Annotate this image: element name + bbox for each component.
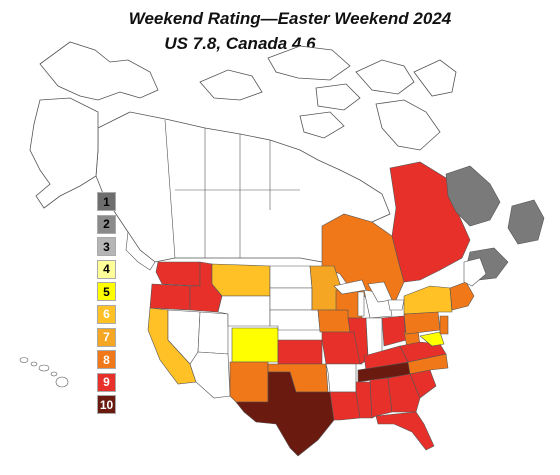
state-indiana bbox=[365, 317, 383, 357]
state-arkansas bbox=[325, 363, 357, 393]
legend-swatch-9: 9 bbox=[97, 372, 116, 392]
map-title: Weekend Rating—Easter Weekend 2024 bbox=[128, 9, 452, 28]
legend-swatch-8: 8 bbox=[97, 350, 116, 370]
state-florida bbox=[375, 411, 435, 451]
region-newfoundland-island bbox=[507, 199, 545, 245]
state-washington bbox=[155, 261, 201, 287]
state-arizona bbox=[189, 351, 231, 399]
state-ohio bbox=[381, 315, 407, 347]
state-nebraska bbox=[269, 309, 321, 331]
state-maryland bbox=[419, 331, 445, 347]
state-texas bbox=[235, 371, 335, 457]
legend-swatch-4: 4 bbox=[97, 259, 116, 279]
state-north-dakota bbox=[269, 265, 313, 289]
rating-legend: 1 2 3 4 5 6 7 8 9 10 bbox=[97, 192, 116, 418]
state-south-dakota bbox=[269, 287, 313, 311]
arctic-islands bbox=[39, 41, 457, 151]
state-utah bbox=[197, 311, 229, 355]
map-subtitle: US 7.8, Canada 4.6 bbox=[164, 34, 316, 53]
state-new-york bbox=[403, 285, 453, 315]
legend-swatch-3: 3 bbox=[97, 237, 116, 257]
alaska bbox=[29, 97, 99, 209]
legend-swatch-7: 7 bbox=[97, 327, 116, 347]
state-alabama bbox=[369, 377, 393, 419]
us-states bbox=[147, 257, 487, 457]
state-new-jersey bbox=[439, 315, 449, 335]
state-iowa bbox=[317, 309, 351, 333]
legend-swatch-6: 6 bbox=[97, 304, 116, 324]
state-oregon bbox=[149, 283, 191, 311]
legend-swatch-1: 1 bbox=[97, 192, 116, 211]
state-pennsylvania bbox=[403, 311, 441, 335]
state-virginia bbox=[399, 341, 447, 363]
state-mississippi bbox=[355, 381, 373, 419]
region-newfoundland-labrador bbox=[445, 165, 501, 227]
state-colorado bbox=[231, 327, 279, 363]
state-new-england bbox=[449, 281, 475, 311]
great-lakes bbox=[333, 279, 405, 317]
state-montana bbox=[211, 263, 271, 297]
hawaii-islands bbox=[19, 357, 69, 388]
state-maine bbox=[463, 257, 487, 287]
province-borders bbox=[164, 119, 300, 259]
state-georgia bbox=[387, 373, 421, 413]
state-kansas bbox=[277, 339, 323, 365]
legend-swatch-2: 2 bbox=[97, 214, 116, 234]
region-bc-coast bbox=[125, 231, 156, 271]
legend-swatch-10: 10 bbox=[97, 395, 116, 415]
state-new-mexico bbox=[229, 361, 269, 403]
legend-swatch-5: 5 bbox=[97, 282, 116, 302]
state-louisiana bbox=[329, 391, 361, 421]
